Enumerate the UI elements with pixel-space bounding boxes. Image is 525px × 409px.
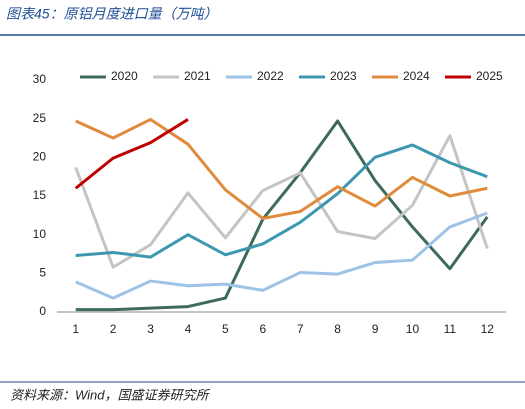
- x-tick-label: 6: [259, 322, 266, 336]
- x-tick-label: 9: [372, 322, 379, 336]
- y-tick-label: 20: [33, 150, 47, 164]
- x-tick-label: 7: [297, 322, 304, 336]
- x-tick-label: 11: [444, 322, 457, 336]
- series-line: [74, 134, 489, 269]
- legend-label: 2020: [111, 69, 138, 83]
- series-line: [74, 118, 189, 190]
- series-line: [75, 119, 489, 312]
- x-tick-label: 10: [406, 322, 420, 336]
- y-tick-label: 10: [33, 227, 47, 241]
- x-tick-label: 8: [334, 322, 341, 336]
- legend-label: 2021: [184, 69, 211, 83]
- y-tick-label: 15: [33, 188, 47, 202]
- legend-label: 2024: [403, 69, 430, 83]
- legend-label: 2023: [330, 69, 357, 83]
- y-tick-label: 0: [39, 304, 46, 318]
- series-line: [75, 117, 488, 220]
- x-tick-label: 3: [147, 322, 154, 336]
- x-tick-label: 1: [72, 322, 79, 336]
- legend-label: 2025: [476, 69, 503, 83]
- y-tick-label: 30: [33, 72, 47, 86]
- x-tick-label: 4: [185, 322, 192, 336]
- x-tick-label: 2: [110, 322, 117, 336]
- chart-title: 图表45：原铝月度进口量（万吨）: [6, 6, 218, 22]
- legend-label: 2022: [257, 69, 284, 83]
- x-tick-label: 5: [222, 322, 229, 336]
- source: 资料来源：Wind，国盛证券研究所: [10, 387, 211, 402]
- series-line: [75, 211, 488, 300]
- x-tick-label: 12: [481, 322, 495, 336]
- y-tick-label: 25: [33, 111, 47, 125]
- y-tick-label: 5: [39, 266, 46, 280]
- series-line: [75, 143, 488, 259]
